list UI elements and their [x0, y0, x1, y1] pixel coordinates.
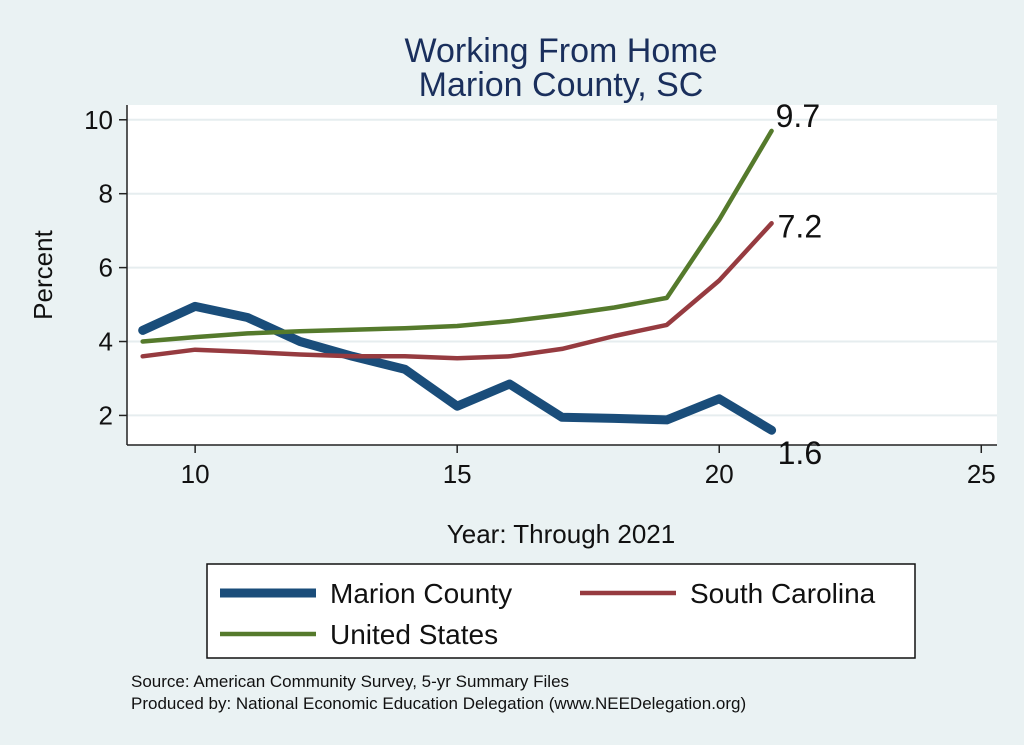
- end-value-label: 7.2: [778, 208, 822, 244]
- legend-label: South Carolina: [690, 578, 876, 609]
- series-line-marion-county: [138, 301, 777, 435]
- x-tick-label: 20: [705, 459, 734, 489]
- legend-box: [206, 563, 916, 659]
- y-tick-label: 6: [99, 253, 113, 283]
- plot-area: [127, 105, 997, 445]
- axes-layer: [126, 105, 997, 446]
- x-tick-label: 10: [181, 459, 210, 489]
- y-tick-label: 2: [99, 400, 113, 430]
- end-value-label: 1.6: [778, 435, 822, 471]
- chart-title-line-1: Working From Home: [405, 32, 718, 70]
- grid-layer: [127, 118, 997, 417]
- series-line-united-states: [140, 128, 774, 344]
- y-axis-title: Percent: [28, 229, 58, 319]
- series-layer: [138, 128, 777, 435]
- legend-label: United States: [330, 619, 498, 650]
- y-tick-label: 8: [99, 179, 113, 209]
- end-value-label: 9.7: [776, 98, 820, 134]
- legend-label: Marion County: [330, 578, 512, 609]
- x-ticks: 10 15 20 25: [181, 445, 996, 489]
- chart-title-line-2: Marion County, SC: [419, 66, 704, 104]
- x-tick-label: 15: [443, 459, 472, 489]
- y-tick-label: 10: [84, 105, 113, 135]
- end-labels: 1.6 7.2 9.7: [776, 98, 822, 471]
- y-ticks: 2 4 6 8 10: [84, 105, 127, 430]
- x-tick-label: 25: [967, 459, 996, 489]
- source-note: Source: American Community Survey, 5-yr …: [131, 672, 569, 691]
- series-line-south-carolina: [140, 221, 774, 361]
- produced-by-note: Produced by: National Economic Education…: [131, 694, 746, 713]
- y-tick-label: 4: [99, 327, 113, 357]
- legend: Marion County South Carolina United States: [220, 578, 876, 650]
- x-axis-title: Year: Through 2021: [447, 519, 675, 549]
